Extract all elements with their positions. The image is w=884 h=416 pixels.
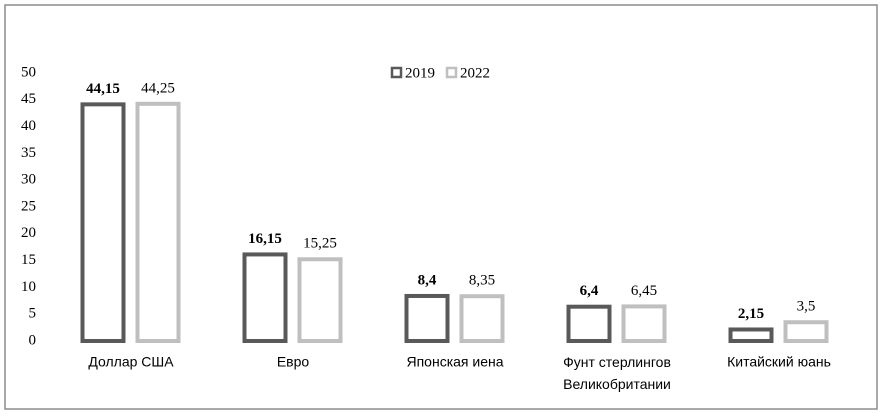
data-label: 6,4 xyxy=(580,283,599,299)
data-label: 8,35 xyxy=(469,273,495,289)
y-tick-label: 20 xyxy=(21,225,36,241)
data-label: 3,5 xyxy=(797,299,816,315)
y-tick-label: 15 xyxy=(21,252,36,268)
data-label: 2,15 xyxy=(738,306,764,322)
data-label: 8,4 xyxy=(418,272,437,288)
y-tick-label: 35 xyxy=(21,145,36,161)
y-tick-label: 50 xyxy=(21,64,36,80)
bar xyxy=(242,252,288,344)
bar xyxy=(621,304,667,344)
y-tick-label: 25 xyxy=(21,198,36,214)
data-label: 6,45 xyxy=(631,283,657,299)
x-tick-label: Доллар США xyxy=(88,354,174,370)
x-tick-label: Евро xyxy=(277,354,310,370)
y-tick-label: 5 xyxy=(29,306,37,322)
bar xyxy=(297,257,343,344)
data-label: 15,25 xyxy=(303,236,337,252)
bar xyxy=(783,320,829,343)
bar xyxy=(404,293,450,344)
data-label: 16,15 xyxy=(248,231,282,247)
bar xyxy=(80,102,126,343)
x-tick-label: Фунт стерлингов Великобритании xyxy=(563,354,671,392)
bar xyxy=(135,101,181,343)
y-tick-label: 45 xyxy=(21,91,36,107)
legend-label: 2022 xyxy=(460,65,490,81)
data-label: 44,25 xyxy=(141,80,175,96)
data-label: 44,15 xyxy=(86,81,120,97)
y-tick-label: 40 xyxy=(21,118,36,134)
legend-label: 2019 xyxy=(405,65,435,81)
legend-swatch xyxy=(445,66,458,79)
x-tick-label: Китайский юань xyxy=(727,354,831,370)
bar xyxy=(566,304,612,344)
bar xyxy=(459,294,505,343)
y-tick-label: 10 xyxy=(21,279,36,295)
bar xyxy=(728,327,774,344)
y-tick-label: 0 xyxy=(29,332,37,348)
x-tick-label: Японская иена xyxy=(406,354,503,370)
legend-swatch xyxy=(390,66,403,79)
y-tick-label: 30 xyxy=(21,172,36,188)
